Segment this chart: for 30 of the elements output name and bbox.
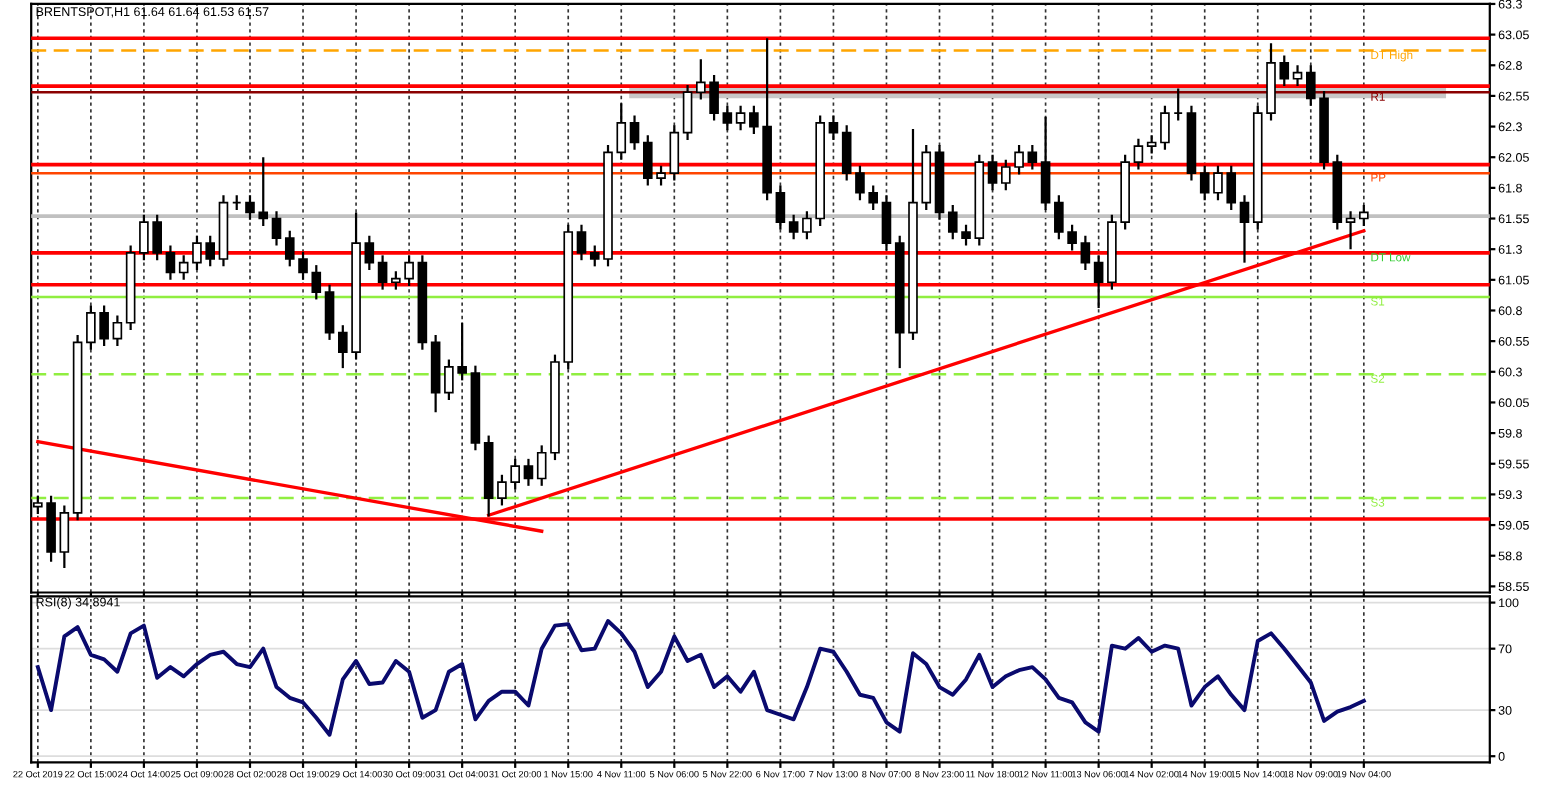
candlestick	[165, 244, 176, 281]
candlestick	[828, 114, 839, 142]
candlestick	[271, 210, 282, 247]
candlestick	[682, 83, 693, 142]
candlestick	[1359, 203, 1369, 227]
candlestick	[576, 223, 587, 262]
candlestick	[735, 104, 746, 132]
candlestick	[1133, 137, 1144, 171]
line-series	[35, 619, 1366, 737]
candlestick	[364, 234, 375, 272]
candlestick	[112, 314, 123, 348]
candlestick	[629, 114, 640, 151]
candlestick	[775, 184, 786, 231]
candlestick	[1292, 64, 1303, 88]
candlestick	[1345, 210, 1356, 251]
candlestick	[59, 504, 70, 570]
candlestick	[523, 457, 534, 487]
candlestick	[1080, 234, 1091, 272]
candlestick	[377, 254, 388, 291]
candlestick	[722, 104, 733, 132]
candlestick	[1160, 104, 1170, 151]
candlestick	[1027, 143, 1038, 171]
candlestick	[1239, 194, 1250, 264]
candlestick	[788, 213, 799, 241]
candlestick	[987, 153, 998, 192]
candlestick	[1093, 254, 1104, 310]
candlestick	[324, 283, 335, 342]
candlestick	[1040, 115, 1051, 212]
candlestick	[1146, 134, 1157, 155]
candlestick	[881, 194, 892, 252]
